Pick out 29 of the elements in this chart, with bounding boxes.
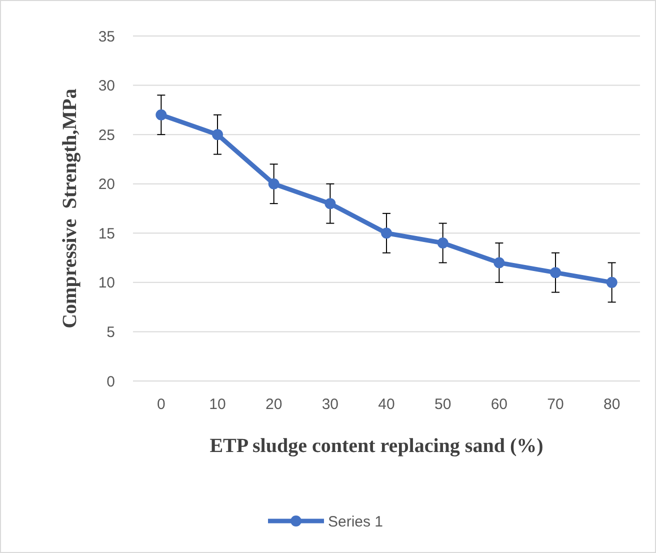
x-tick-label: 20 <box>265 396 282 413</box>
y-tick-label: 0 <box>106 373 115 390</box>
x-tick-label: 80 <box>603 396 620 413</box>
x-tick-label: 70 <box>547 396 564 413</box>
point <box>494 257 505 268</box>
x-tick-label: 0 <box>156 396 166 413</box>
x-tick-label: 10 <box>209 396 226 413</box>
y-tick-label: 10 <box>98 274 115 292</box>
point <box>212 129 223 140</box>
point <box>324 198 336 210</box>
point <box>606 276 618 288</box>
point <box>268 178 280 190</box>
x-tick-label: 30 <box>322 396 339 413</box>
y-tick-label: 30 <box>98 78 115 95</box>
point <box>437 238 448 248</box>
x-tick-label: 60 <box>490 396 508 413</box>
y-tick-label: 15 <box>98 225 115 242</box>
point <box>381 228 392 239</box>
x-tick-label: 50 <box>434 396 452 413</box>
point <box>550 267 561 278</box>
x-axis-title: ETP sludge content replacing sand (%) <box>210 435 544 457</box>
y-tick-label: 35 <box>98 28 115 46</box>
x-tick-label: 40 <box>378 396 395 413</box>
y-axis-title: Compressive Strength,MPa <box>59 88 81 328</box>
y-tick-label: 25 <box>98 126 115 144</box>
point <box>156 109 167 120</box>
y-tick-label: 20 <box>98 176 115 194</box>
legend-label: Series 1 <box>328 513 384 530</box>
y-tick-label: 5 <box>106 324 115 341</box>
